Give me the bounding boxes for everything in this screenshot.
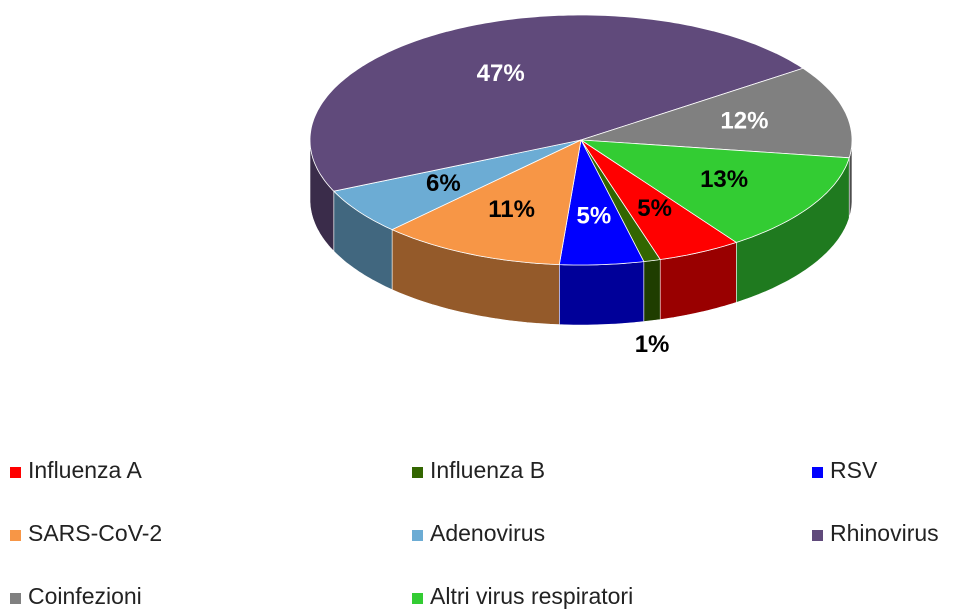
slice xyxy=(579,139,850,243)
legend-label: Influenza B xyxy=(430,457,545,483)
legend-label: Adenovirus xyxy=(430,520,545,546)
data-label: 11% xyxy=(488,196,535,223)
data-label: 1% xyxy=(635,331,670,358)
legend-label: Rhinovirus xyxy=(830,520,939,546)
legend-swatch xyxy=(10,467,21,478)
data-label: 5% xyxy=(577,203,612,230)
data-label: 47% xyxy=(477,60,525,87)
data-label: 13% xyxy=(700,166,748,193)
data-label: 6% xyxy=(426,170,461,197)
legend-swatch xyxy=(412,593,423,604)
slice xyxy=(558,138,645,266)
data-label: 12% xyxy=(720,107,768,134)
legend-swatch xyxy=(412,467,423,478)
slice-side xyxy=(559,261,645,326)
legend-label: RSV xyxy=(830,457,878,483)
legend-label: SARS-CoV-2 xyxy=(28,520,162,546)
legend-label: Influenza A xyxy=(28,457,142,483)
legend-label: Coinfezioni xyxy=(28,583,142,609)
legend-swatch xyxy=(10,530,21,541)
slice-side xyxy=(643,259,661,322)
slice xyxy=(391,139,582,266)
legend-swatch xyxy=(812,467,823,478)
slice xyxy=(309,14,804,192)
slice xyxy=(580,139,738,260)
slice xyxy=(580,67,853,159)
legend-swatch xyxy=(812,530,823,541)
slice xyxy=(332,139,582,231)
legend-swatch xyxy=(10,593,21,604)
legend-swatch xyxy=(412,530,423,541)
legend-label: Altri virus respiratori xyxy=(430,583,633,609)
data-label: 5% xyxy=(637,195,672,222)
